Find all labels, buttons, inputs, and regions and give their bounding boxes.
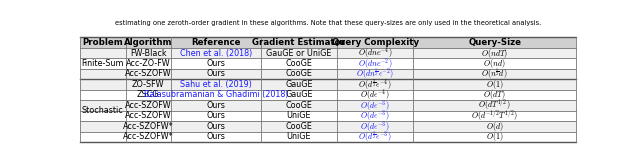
Text: Ours: Ours	[207, 132, 225, 141]
Text: Ours: Ours	[207, 111, 225, 120]
Text: GauGE: GauGE	[285, 90, 313, 99]
Text: $O(d\epsilon^{-3})$: $O(d\epsilon^{-3})$	[360, 119, 390, 134]
Text: GauGE: GauGE	[285, 80, 313, 89]
Text: Balasubramanian & Ghadimi (2018): Balasubramanian & Ghadimi (2018)	[143, 90, 288, 99]
Text: $O(d\epsilon^{-3})$: $O(d\epsilon^{-3})$	[360, 98, 390, 113]
Text: $O(d^{-1/2}T^{1/2})$: $O(d^{-1/2}T^{1/2})$	[471, 109, 518, 123]
Text: Sahu et al. (2019): Sahu et al. (2019)	[180, 80, 252, 89]
Bar	[80, 79, 576, 90]
Text: CooGE: CooGE	[285, 69, 312, 78]
Text: Acc-SZOFW: Acc-SZOFW	[125, 101, 172, 110]
Text: UniGE: UniGE	[287, 132, 311, 141]
Text: $O(dne^{-4})$: $O(dne^{-4})$	[358, 46, 392, 60]
Text: Finite-Sum: Finite-Sum	[81, 59, 124, 68]
Text: $O(n^{\frac{1}{2}}d)$: $O(n^{\frac{1}{2}}d)$	[481, 67, 508, 81]
Text: Problem: Problem	[83, 38, 123, 47]
Text: Stochastic: Stochastic	[82, 106, 124, 115]
Text: $O(dn^{\frac{1}{2}}\epsilon^{-2})$: $O(dn^{\frac{1}{2}}\epsilon^{-2})$	[356, 67, 394, 81]
Bar	[80, 132, 576, 142]
Text: Ours: Ours	[207, 122, 225, 131]
Bar	[80, 100, 576, 111]
Text: $O(dT^{1/2})$: $O(dT^{1/2})$	[479, 98, 511, 113]
Text: Query-Size: Query-Size	[468, 38, 521, 47]
Text: Ours: Ours	[207, 59, 225, 68]
Text: CooGE: CooGE	[285, 122, 312, 131]
Text: GauGE or UniGE: GauGE or UniGE	[266, 48, 332, 57]
Text: Acc-ZO-FW: Acc-ZO-FW	[126, 59, 170, 68]
Text: $O(d)$: $O(d)$	[486, 120, 504, 133]
Bar	[80, 111, 576, 121]
Bar	[80, 90, 576, 100]
Bar	[80, 48, 576, 58]
Text: estimating one zeroth-order gradient in these algorithms. Note that these query-: estimating one zeroth-order gradient in …	[115, 20, 541, 26]
Text: CooGE: CooGE	[285, 59, 312, 68]
Text: $O(nd)$: $O(nd)$	[483, 57, 506, 70]
Text: UniGE: UniGE	[287, 111, 311, 120]
Text: CooGE: CooGE	[285, 101, 312, 110]
Bar	[80, 37, 576, 48]
Text: ZO-SFW: ZO-SFW	[132, 80, 164, 89]
Text: $O(1)$: $O(1)$	[486, 78, 504, 91]
Text: Acc-SZOFW*: Acc-SZOFW*	[123, 132, 173, 141]
Text: $O(d^{\frac{3}{2}}\epsilon^{-3})$: $O(d^{\frac{3}{2}}\epsilon^{-3})$	[358, 129, 392, 144]
Text: Acc-SZOFW: Acc-SZOFW	[125, 111, 172, 120]
Text: $O(d\epsilon^{-4})$: $O(d\epsilon^{-4})$	[360, 87, 390, 102]
Text: Chen et al. (2018): Chen et al. (2018)	[180, 48, 252, 57]
Text: Gradient Estimator: Gradient Estimator	[253, 38, 346, 47]
Text: Ours: Ours	[207, 101, 225, 110]
Text: $O(dne^{-2})$: $O(dne^{-2})$	[358, 56, 392, 71]
Bar	[80, 121, 576, 132]
Text: $O(d\epsilon^{-3})$: $O(d\epsilon^{-3})$	[360, 108, 390, 123]
Text: Acc-SZOFW: Acc-SZOFW	[125, 69, 172, 78]
Text: FW-Black: FW-Black	[130, 48, 166, 57]
Bar	[80, 58, 576, 69]
Text: Reference: Reference	[191, 38, 241, 47]
Text: $O(d^{\frac{3}{2}}\epsilon^{-4})$: $O(d^{\frac{3}{2}}\epsilon^{-4})$	[358, 77, 392, 92]
Text: Ours: Ours	[207, 69, 225, 78]
Text: ZSCG: ZSCG	[137, 90, 159, 99]
Text: $O(dT)$: $O(dT)$	[483, 88, 506, 101]
Text: Query Complexity: Query Complexity	[332, 38, 419, 47]
Text: Algorithm: Algorithm	[124, 38, 172, 47]
Text: Acc-SZOFW*: Acc-SZOFW*	[123, 122, 173, 131]
Bar	[80, 69, 576, 79]
Text: $O(ndT)$: $O(ndT)$	[481, 47, 508, 60]
Text: $O(1)$: $O(1)$	[486, 130, 504, 143]
